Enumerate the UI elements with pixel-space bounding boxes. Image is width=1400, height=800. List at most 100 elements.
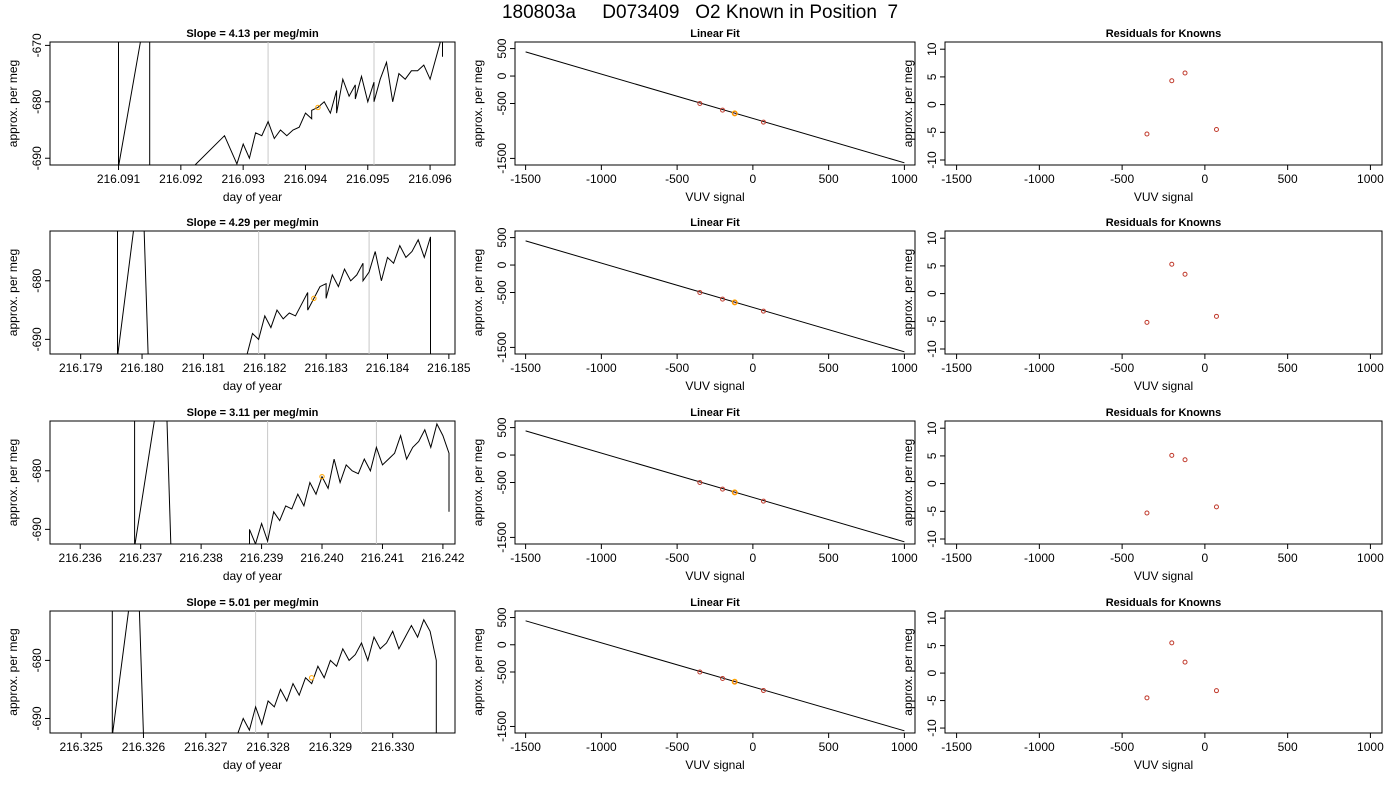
y-tick-label: -1500 <box>495 143 509 174</box>
x-tick-label: 1000 <box>891 172 918 186</box>
x-axis-label: day of year <box>223 758 282 772</box>
panel-title: Slope = 4.29 per meg/min <box>186 217 319 229</box>
plot-area <box>525 51 905 164</box>
selected-point-marker <box>311 295 317 302</box>
panel-time-series-4: Slope = 5.01 per meg/min 216.325 216.326 21… <box>6 597 456 772</box>
panel-title: Slope = 3.11 per meg/min <box>187 407 319 419</box>
x-axis-label: VUV signal <box>685 190 744 204</box>
known-point <box>697 480 703 485</box>
x-tick-label: 0 <box>750 361 757 375</box>
panel-residuals-4: Residuals for Knowns -1500 -1000 -500 0 500 10… <box>901 597 1384 772</box>
x-tick-label: 216.236 <box>59 551 103 565</box>
x-tick-label: -1000 <box>1024 172 1055 186</box>
panel-residuals-2: Residuals for Knowns -1500 -1000 -500 0 500 10… <box>901 217 1384 393</box>
known-point <box>720 486 726 492</box>
x-tick-label: -1500 <box>510 361 541 375</box>
residual-point <box>1213 504 1219 510</box>
x-tick-label: 500 <box>819 551 839 565</box>
y-tick-label: 10 <box>925 42 939 56</box>
plot-area <box>525 430 905 543</box>
x-tick-label: 500 <box>1278 172 1298 186</box>
y-tick-label: 0 <box>925 101 939 108</box>
current-point <box>731 299 738 306</box>
y-axis-label: approx. per meg <box>471 60 485 147</box>
panel-linear-fit-2: Linear Fit -1500 -1000 -500 0 500 1000 -1500 -50… <box>471 217 918 393</box>
current-point <box>731 678 738 685</box>
plot-area <box>111 611 437 733</box>
x-tick-label: 0 <box>1202 361 1209 375</box>
y-tick-label: 5 <box>925 262 939 269</box>
y-tick-label: -5 <box>925 127 939 138</box>
panel-title: Linear Fit <box>690 597 740 609</box>
plot-frame <box>49 610 456 734</box>
y-tick-label: -680 <box>30 458 44 482</box>
fit-line <box>525 240 905 353</box>
x-tick-label: 500 <box>819 361 839 375</box>
plot-frame <box>944 610 1383 734</box>
panel-linear-fit-3: Linear Fit -1500 -1000 -500 0 500 1000 -1500 -50… <box>471 407 918 583</box>
plot-frame <box>944 230 1383 355</box>
y-tick-label: 0 <box>495 72 509 79</box>
residual-point <box>1144 695 1150 701</box>
x-tick-label: 1000 <box>891 551 918 565</box>
x-tick-label: -500 <box>665 361 689 375</box>
x-tick-label: 1000 <box>891 361 918 375</box>
y-tick-label: 5 <box>925 73 939 80</box>
x-tick-label: -500 <box>1110 740 1134 754</box>
known-point <box>760 119 766 125</box>
x-axis-label: VUV signal <box>1134 190 1193 204</box>
current-point <box>731 110 738 117</box>
y-tick-label: 5 <box>925 642 939 649</box>
x-tick-label: -1500 <box>941 361 972 375</box>
y-tick-label: 500 <box>495 607 509 627</box>
x-tick-label: 500 <box>1278 740 1298 754</box>
y-tick-label: -5 <box>925 506 939 517</box>
known-point <box>760 308 766 314</box>
x-tick-label: 216.329 <box>309 740 353 754</box>
x-axis-label: VUV signal <box>685 379 744 393</box>
fit-line <box>525 51 905 164</box>
x-tick-label: -500 <box>665 551 689 565</box>
series-line <box>111 611 437 733</box>
panel-title: Residuals for Knowns <box>1106 407 1222 419</box>
series-line <box>118 42 443 165</box>
panel-title: Linear Fit <box>690 28 740 40</box>
y-tick-label: -680 <box>30 89 44 113</box>
y-tick-label: -10 <box>925 719 939 737</box>
plot-frame <box>514 420 916 545</box>
residual-point <box>1144 131 1150 137</box>
y-tick-label: -690 <box>30 327 44 351</box>
x-tick-label: 216.239 <box>240 551 284 565</box>
known-point <box>720 107 726 113</box>
y-tick-label: -500 <box>495 280 509 304</box>
known-point <box>697 101 703 106</box>
known-point <box>720 296 726 302</box>
known-point <box>697 290 703 295</box>
x-tick-label: -1000 <box>586 172 617 186</box>
x-tick-label: 216.096 <box>408 172 452 186</box>
plot-frame <box>514 41 916 166</box>
panel-title: Residuals for Knowns <box>1106 597 1222 609</box>
y-tick-label: -1500 <box>495 332 509 363</box>
x-tick-label: -1500 <box>510 740 541 754</box>
x-tick-label: 0 <box>1202 551 1209 565</box>
panel-time-series-2: Slope = 4.29 per meg/min 216.179 216.180 21… <box>6 217 471 393</box>
y-tick-label: 0 <box>495 641 509 648</box>
x-tick-label: 216.184 <box>366 361 410 375</box>
x-tick-label: 500 <box>1278 551 1298 565</box>
residual-point <box>1213 313 1219 319</box>
plot-frame <box>944 420 1383 545</box>
plot-area <box>525 240 905 353</box>
selected-point-marker <box>315 104 321 111</box>
y-tick-label: -670 <box>30 33 44 57</box>
x-tick-label: 1000 <box>1357 172 1384 186</box>
y-tick-label: -500 <box>495 91 509 115</box>
y-tick-label: 500 <box>495 417 509 437</box>
y-axis-label: approx. per meg <box>471 439 485 526</box>
x-tick-label: -500 <box>665 172 689 186</box>
plot-frame <box>514 610 916 734</box>
x-tick-label: 216.183 <box>304 361 348 375</box>
x-axis-label: VUV signal <box>1134 569 1193 583</box>
y-tick-label: -10 <box>925 530 939 548</box>
